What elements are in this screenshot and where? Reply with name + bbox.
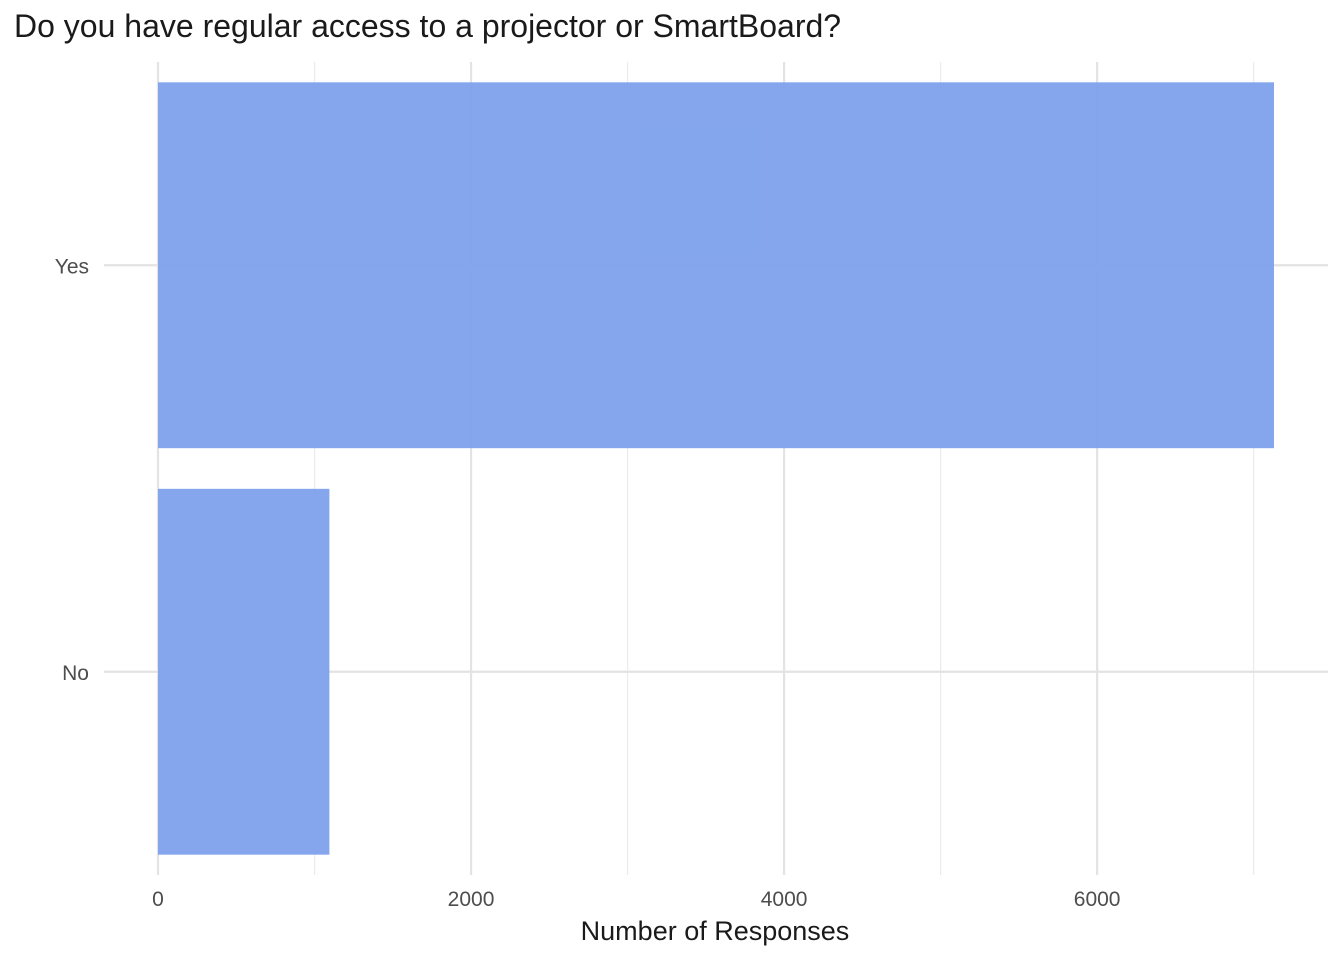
x-tick-label-2000: 2000: [448, 888, 495, 911]
bars: [158, 82, 1274, 855]
bar-yes: [158, 82, 1274, 449]
x-tick-label-4000: 4000: [761, 888, 808, 911]
y-tick-label-yes: Yes: [55, 255, 89, 278]
x-axis-title: Number of Responses: [581, 916, 850, 946]
x-axis-tick-labels: 0 2000 4000 6000: [152, 888, 1120, 911]
y-tick-label-no: No: [62, 662, 89, 685]
x-tick-label-6000: 6000: [1074, 888, 1121, 911]
x-tick-label-0: 0: [152, 888, 164, 911]
y-axis-tick-labels: Yes No: [55, 255, 89, 685]
chart-title: Do you have regular access to a projecto…: [14, 8, 842, 44]
bar-no: [158, 488, 330, 855]
